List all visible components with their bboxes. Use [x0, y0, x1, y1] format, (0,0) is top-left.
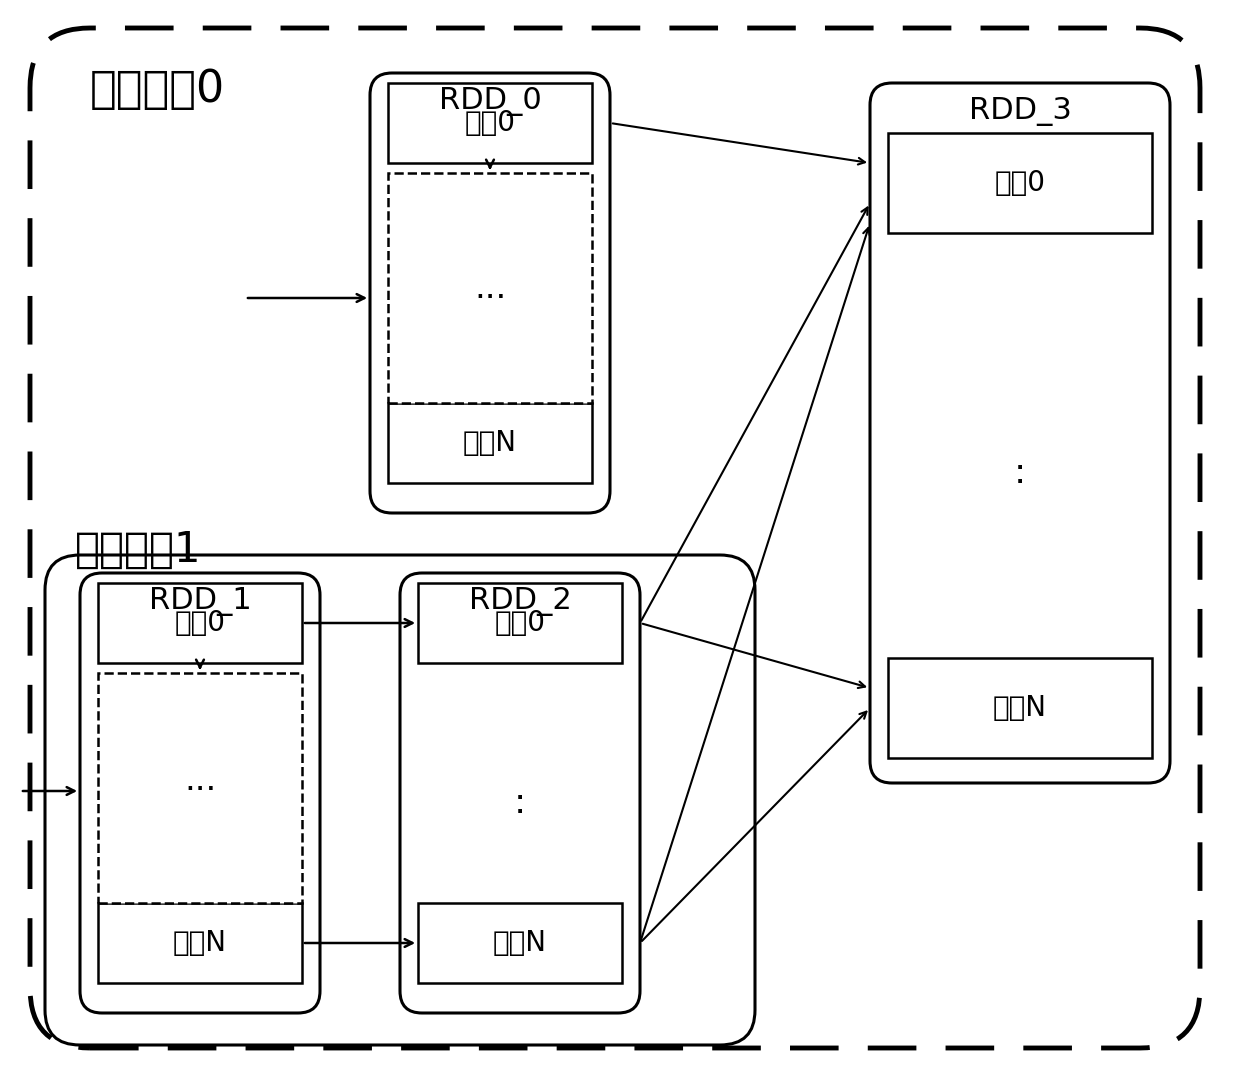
Text: :: : [513, 787, 526, 820]
Bar [98, 903, 303, 983]
Text: ···: ··· [474, 281, 506, 314]
FancyBboxPatch shape [401, 573, 640, 1013]
FancyBboxPatch shape [370, 73, 610, 513]
FancyBboxPatch shape [45, 555, 755, 1045]
Bar [388, 173, 591, 403]
Bar [418, 583, 622, 663]
Bar [418, 903, 622, 983]
Bar [888, 658, 1152, 758]
Text: RDD_0: RDD_0 [439, 87, 542, 116]
Text: RDD_1: RDD_1 [149, 587, 252, 616]
Bar [388, 83, 591, 163]
Bar [98, 583, 303, 663]
Text: 调度阶段1: 调度阶段1 [74, 529, 201, 571]
Text: RDD_3: RDD_3 [968, 97, 1071, 126]
Text: 分区N: 分区N [494, 929, 547, 957]
Text: 分区0: 分区0 [994, 170, 1045, 197]
Text: 分区N: 分区N [463, 429, 517, 457]
Text: ···: ··· [184, 775, 216, 808]
FancyBboxPatch shape [870, 83, 1171, 783]
Text: 分区N: 分区N [174, 929, 227, 957]
Text: 调度阶段0: 调度阶段0 [91, 68, 226, 111]
Text: 分区N: 分区N [993, 694, 1047, 722]
Bar [98, 673, 303, 903]
Text: :: : [1014, 456, 1027, 490]
Text: 分区0: 分区0 [465, 109, 516, 137]
Bar [888, 133, 1152, 233]
Text: RDD_2: RDD_2 [469, 587, 572, 616]
FancyBboxPatch shape [81, 573, 320, 1013]
Text: 分区0: 分区0 [175, 609, 226, 637]
Text: 分区0: 分区0 [495, 609, 546, 637]
Bar [388, 403, 591, 483]
FancyBboxPatch shape [30, 28, 1200, 1048]
